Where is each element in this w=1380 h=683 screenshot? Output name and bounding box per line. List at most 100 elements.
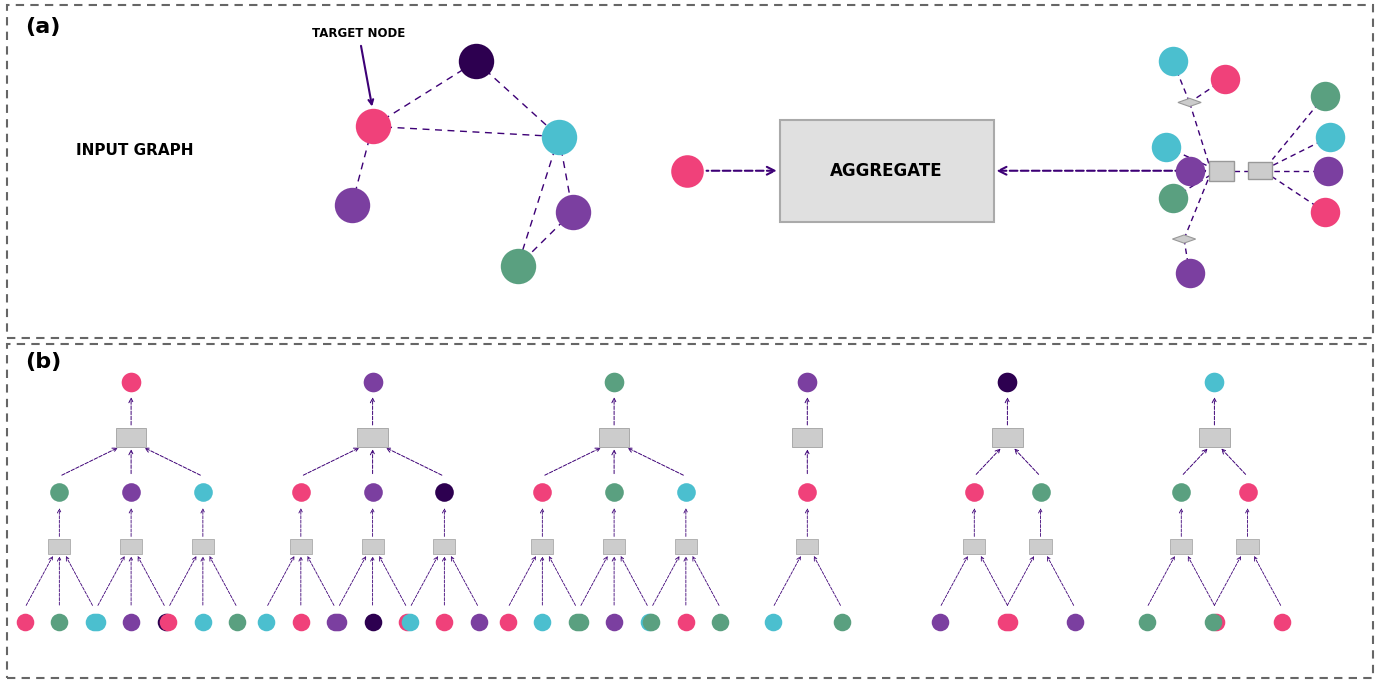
Polygon shape: [1179, 98, 1201, 107]
Point: [497, 616, 519, 627]
Point: [1202, 616, 1224, 627]
Point: [709, 616, 731, 627]
Point: [341, 199, 363, 210]
Point: [603, 377, 625, 388]
Point: [1170, 486, 1192, 497]
Text: INPUT GRAPH: INPUT GRAPH: [76, 143, 193, 158]
Point: [83, 616, 105, 627]
Point: [548, 131, 570, 142]
Point: [676, 165, 698, 176]
Bar: [963, 540, 985, 553]
Point: [1314, 206, 1336, 217]
Bar: [1209, 161, 1234, 181]
Bar: [192, 540, 214, 553]
Point: [362, 616, 384, 627]
Point: [1162, 56, 1184, 67]
Bar: [357, 428, 388, 447]
Bar: [362, 540, 384, 553]
Point: [1136, 616, 1158, 627]
Point: [531, 486, 553, 497]
Point: [48, 486, 70, 497]
Point: [396, 616, 418, 627]
Bar: [1248, 162, 1272, 180]
Point: [120, 486, 142, 497]
Bar: [1029, 540, 1052, 553]
Point: [675, 616, 697, 627]
Point: [963, 486, 985, 497]
Point: [506, 261, 529, 272]
Point: [998, 616, 1020, 627]
Point: [1162, 193, 1184, 204]
Point: [290, 486, 312, 497]
Point: [1236, 486, 1259, 497]
Bar: [792, 428, 822, 447]
Point: [157, 616, 179, 627]
Bar: [116, 428, 146, 447]
Point: [226, 616, 248, 627]
Point: [155, 616, 177, 627]
Point: [562, 206, 584, 217]
Bar: [599, 428, 629, 447]
Point: [1271, 616, 1293, 627]
Point: [675, 486, 697, 497]
Point: [192, 486, 214, 497]
Point: [362, 121, 384, 132]
Point: [796, 486, 818, 497]
Point: [995, 616, 1017, 627]
Point: [86, 616, 108, 627]
Point: [324, 616, 346, 627]
Bar: [433, 540, 455, 553]
Point: [192, 616, 214, 627]
Point: [1214, 73, 1236, 84]
Point: [433, 616, 455, 627]
Text: TARGET NODE: TARGET NODE: [312, 27, 406, 104]
Point: [531, 616, 553, 627]
Point: [465, 56, 487, 67]
Point: [362, 377, 384, 388]
Point: [399, 616, 421, 627]
Point: [1203, 377, 1225, 388]
Text: AGGREGATE: AGGREGATE: [831, 162, 943, 180]
Bar: [796, 540, 818, 553]
Point: [603, 486, 625, 497]
Point: [1179, 165, 1201, 176]
Bar: [603, 540, 625, 553]
Polygon shape: [1173, 235, 1195, 243]
Point: [640, 616, 662, 627]
Point: [433, 486, 455, 497]
Point: [120, 616, 142, 627]
Point: [1314, 90, 1336, 101]
Point: [929, 616, 951, 627]
FancyBboxPatch shape: [780, 120, 994, 222]
Point: [1205, 616, 1227, 627]
Point: [1317, 165, 1339, 176]
Bar: [675, 540, 697, 553]
Point: [362, 486, 384, 497]
Point: [120, 377, 142, 388]
Bar: [48, 540, 70, 553]
Bar: [120, 540, 142, 553]
Bar: [992, 428, 1023, 447]
Point: [638, 616, 660, 627]
Point: [831, 616, 853, 627]
Text: (b): (b): [25, 352, 61, 372]
Point: [1155, 141, 1177, 152]
Point: [327, 616, 349, 627]
Point: [290, 616, 312, 627]
Point: [762, 616, 784, 627]
Point: [1319, 131, 1341, 142]
Point: [603, 616, 625, 627]
Point: [996, 377, 1018, 388]
Bar: [290, 540, 312, 553]
Point: [796, 377, 818, 388]
Point: [468, 616, 490, 627]
Bar: [1199, 428, 1230, 447]
Bar: [1236, 540, 1259, 553]
Bar: [1170, 540, 1192, 553]
Point: [255, 616, 277, 627]
Point: [1029, 486, 1052, 497]
Point: [14, 616, 36, 627]
Text: (a): (a): [25, 17, 61, 37]
Point: [1064, 616, 1086, 627]
Point: [569, 616, 591, 627]
